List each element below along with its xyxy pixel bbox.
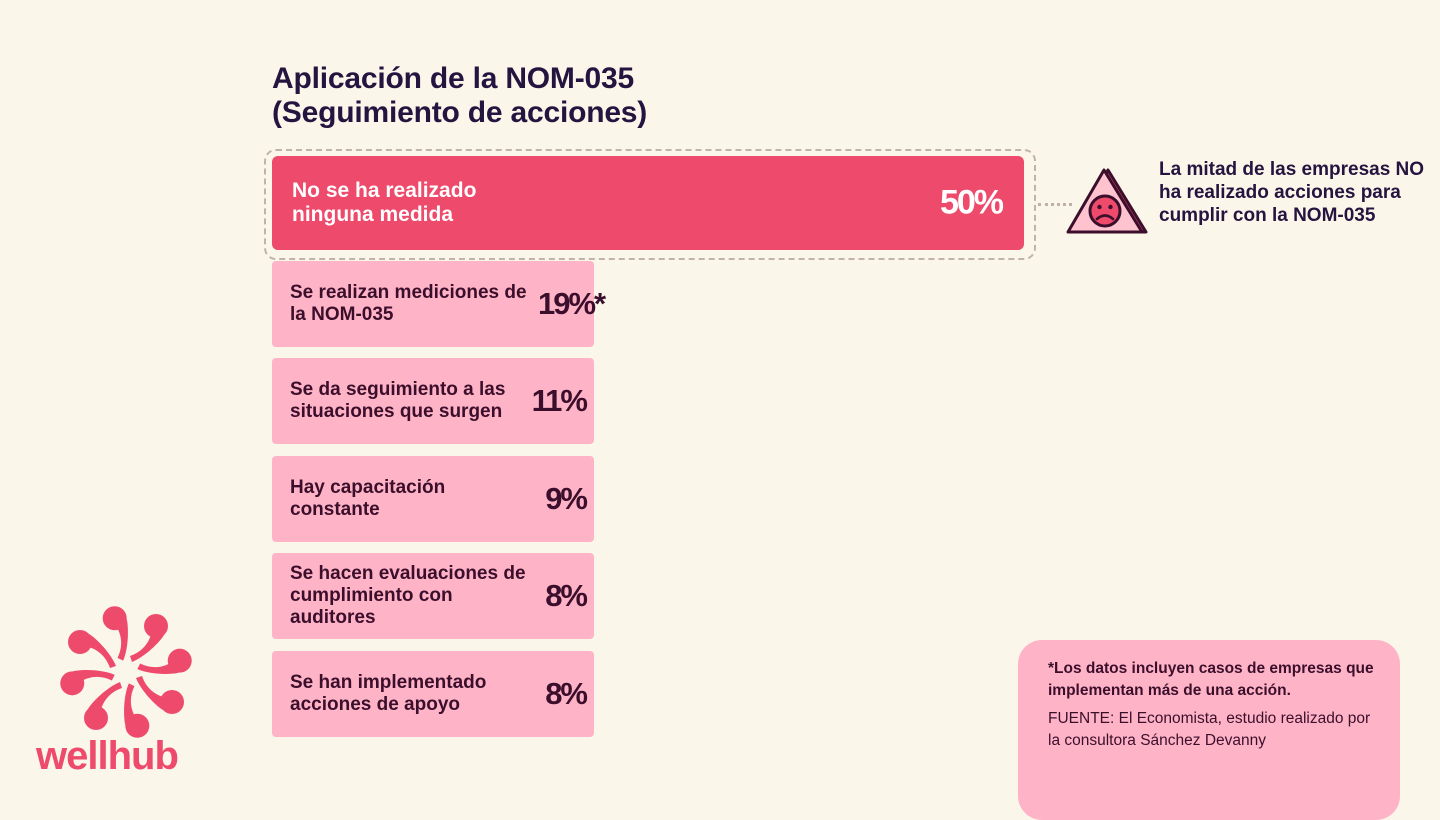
chart-title: Aplicación de la NOM-035 (Seguimiento de… — [272, 62, 647, 130]
logo-petal-5 — [60, 670, 115, 696]
wellhub-flower-icon — [60, 606, 192, 738]
highlight-dashed-frame — [264, 149, 1036, 260]
bar-label-2: Se da seguimiento a las situaciones que … — [290, 379, 506, 422]
logo-petal-1 — [137, 648, 192, 674]
bar-label-0: No se ha realizado ninguna medida — [292, 179, 477, 226]
bar-3: Hay capacitación constante 9% — [272, 456, 594, 542]
bar-0: No se ha realizado ninguna medida 50% — [272, 156, 1024, 250]
source-text: FUENTE: El Economista, estudio realizado… — [1048, 710, 1371, 749]
bar-value-5: 8% — [545, 676, 588, 711]
bar-4: Se hacen evaluaciones de cumplimiento co… — [272, 553, 594, 639]
bar-2: Se da seguimiento a las situaciones que … — [272, 358, 594, 444]
logo-petal-4 — [84, 682, 122, 730]
bar-label-1: Se realizan mediciones de la NOM-035 — [290, 282, 527, 325]
bar-value-4: 8% — [545, 578, 588, 613]
logo-petal-2 — [136, 676, 184, 714]
logo-petal-7 — [102, 606, 128, 661]
callout-connector-line — [1038, 203, 1072, 206]
bar-value-1: 19%* — [538, 286, 606, 321]
bar-label-5: Se han implementado acciones de apoyo — [290, 672, 487, 715]
wellhub-wordmark: wellhub — [36, 734, 179, 778]
chart-title-line-1: Aplicación de la NOM-035 — [272, 62, 634, 95]
callout-text: La mitad de las empresas NO ha realizado… — [1159, 159, 1425, 226]
logo-petal-0 — [130, 614, 168, 662]
bar-5: Se han implementado acciones de apoyo 8% — [272, 651, 594, 737]
logo-center — [118, 664, 134, 680]
logo-petal-6 — [68, 630, 116, 668]
wellhub-logo: wellhub — [36, 606, 216, 778]
bar-value-2: 11% — [531, 383, 588, 418]
bar-label-3: Hay capacitación constante — [290, 477, 446, 520]
bar-value-3: 9% — [545, 481, 588, 516]
footnote-text: *Los datos incluyen casos de empresas qu… — [1048, 660, 1374, 699]
bar-value-0: 50% — [939, 183, 1004, 222]
chart-title-line-2: (Seguimiento de acciones) — [272, 96, 648, 129]
logo-petal-3 — [124, 683, 150, 738]
bar-label-4: Se hacen evaluaciones de cumplimiento co… — [290, 563, 526, 628]
sad-face-warning-icon — [1066, 168, 1148, 234]
bar-1: Se realizan mediciones de la NOM-035 19%* — [272, 261, 606, 347]
footnote-box: *Los datos incluyen casos de empresas qu… — [1018, 640, 1400, 820]
